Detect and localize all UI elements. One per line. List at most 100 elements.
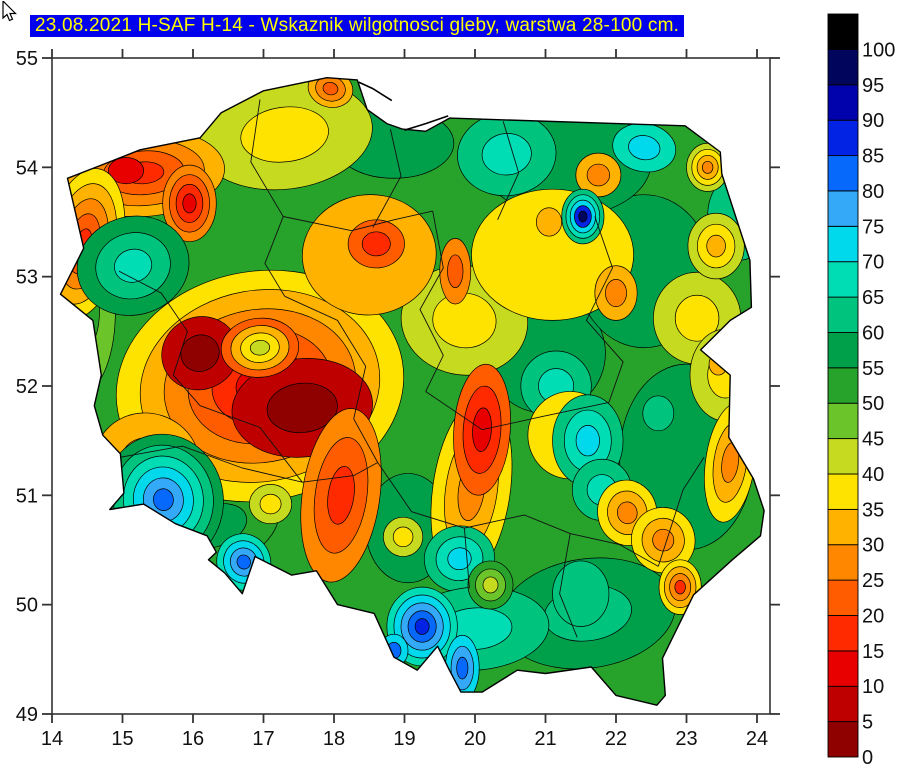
contour-blob-ne-orange-bullseye <box>702 160 714 174</box>
colorbar-tick-label: 75 <box>862 216 884 238</box>
contour-blob-se-orange-1 <box>617 501 638 525</box>
colorbar-segment <box>827 155 859 192</box>
colorbar-tick-label: 35 <box>862 499 884 521</box>
y-tick-label: 49 <box>16 704 38 726</box>
colorbar-segment <box>827 579 859 616</box>
colorbar-tick-label: 80 <box>862 181 884 203</box>
contour-blob-nw-coast-red-core <box>108 157 145 185</box>
contour-blob-east-yellow-2 <box>674 294 720 342</box>
colorbar-segment <box>827 261 859 298</box>
contour-blob-ne-teal-top <box>481 133 532 176</box>
colorbar-tick-label: 65 <box>862 287 884 309</box>
colorbar-segment <box>827 367 859 404</box>
contour-blob-east-cyan-patch <box>575 424 600 457</box>
x-tick-label: 15 <box>111 728 133 750</box>
contour-blob-dry-core-1 <box>266 382 338 433</box>
contour-blob-east-border-yellow <box>707 351 744 399</box>
contour-blob-island-in-dry <box>249 339 271 356</box>
colorbar-tick-label: 45 <box>862 429 884 451</box>
colorbar-tick-label: 40 <box>862 464 884 486</box>
colorbar-segment <box>827 119 859 157</box>
contour-blob-center-north-red <box>361 231 391 257</box>
axes: 14 15 16 17 18 19 20 21 22 23 24 49 50 51 52 53 54 55 <box>16 48 780 750</box>
contour-blob-silesia-teal <box>447 547 472 571</box>
coastal-spit-line <box>404 115 449 131</box>
colorbar-segment <box>827 721 859 758</box>
colorbar-tick-label: 20 <box>862 606 884 628</box>
contour-blob-klodzko-wet-bullseye <box>236 554 251 570</box>
colorbar-tick-label: 95 <box>862 75 884 97</box>
internal-borders <box>118 99 705 638</box>
y-tick-label: 53 <box>16 267 38 289</box>
contour-blob-east-teal-dot <box>642 395 675 432</box>
y-tick-label: 50 <box>16 595 38 617</box>
colorbar-segment <box>827 225 859 263</box>
contour-blob-east-orange-1 <box>605 279 627 308</box>
colorbar-tick-label: 85 <box>862 146 884 168</box>
colorbar: 0 5 10 15 20 25 30 35 40 45 50 55 60 65 70 75 80 85 90 95 10… <box>827 13 895 769</box>
colorbar-segment <box>827 84 859 121</box>
contour-blob-nw-yellow-top <box>240 106 329 163</box>
colorbar-segment <box>827 508 859 546</box>
colorbar-segment <box>827 650 859 687</box>
contour-blob-ne-orange-right <box>706 234 726 258</box>
contour-blob-silesia-yellow-dot <box>392 526 414 548</box>
contour-blob-center-red-dot <box>447 254 464 288</box>
colorbar-tick-label: 60 <box>862 322 884 344</box>
colorbar-segment <box>827 190 859 227</box>
colorbar-segment <box>827 402 859 440</box>
y-tick-label: 51 <box>16 485 38 507</box>
colorbar-tick-label: 50 <box>862 393 884 415</box>
contour-blob-ne-orange-2 <box>535 207 563 237</box>
contour-blob-north-center-yellow <box>432 292 497 349</box>
contour-blob-pomerania-red-spot <box>182 193 197 214</box>
contour-blob-dry-core-2 <box>180 334 220 372</box>
y-tick-label: 54 <box>16 157 38 179</box>
x-tick-label: 19 <box>393 728 415 750</box>
mouse-cursor-icon <box>2 1 17 22</box>
contour-blob-south-wet-bullseye <box>414 618 430 635</box>
colorbar-segment <box>827 438 859 475</box>
colorbar-segment <box>827 13 859 50</box>
colorbar-segment <box>827 615 859 652</box>
x-tick-label: 16 <box>182 728 204 750</box>
colorbar-tick-label: 100 <box>862 39 895 61</box>
contour-blob-red-extension-south <box>327 466 355 525</box>
contour-blob-ne-orange-1 <box>586 163 611 187</box>
x-tick-label: 17 <box>252 728 274 750</box>
contour-blob-ne-teal-corner <box>628 135 661 161</box>
colorbar-tick-label: 5 <box>862 712 873 734</box>
x-tick-label: 14 <box>41 728 63 750</box>
colorbar-tick-label: 15 <box>862 641 884 663</box>
y-tick-label: 55 <box>16 48 38 70</box>
contour-blob-hel-orange <box>322 81 339 96</box>
x-tick-label: 23 <box>675 728 697 750</box>
contour-blob-tatra-blue <box>456 656 469 680</box>
colorbar-segment <box>827 296 859 333</box>
colorbar-segment <box>827 685 859 723</box>
x-tick-label: 22 <box>605 728 627 750</box>
contour-fill-layer <box>60 77 765 706</box>
contour-blob-opole-yellow <box>259 493 282 515</box>
x-tick-label: 20 <box>464 728 486 750</box>
contour-blob-krakow-lime-bullseye <box>482 576 499 594</box>
colorbar-tick-label: 25 <box>862 570 884 592</box>
y-tick-label: 52 <box>16 376 38 398</box>
colorbar-segment <box>827 473 859 510</box>
colorbar-segment <box>827 544 859 581</box>
colorbar-tick-label: 55 <box>862 358 884 380</box>
x-tick-label: 21 <box>534 728 556 750</box>
colorbar-segment <box>827 48 859 86</box>
title-bar[interactable]: 23.08.2021 H-SAF H-14 - Wskaznik wilgotn… <box>30 15 685 37</box>
contour-blob-se-red-bullseye <box>674 579 686 595</box>
contour-blob-sw-wet-bullseye <box>153 488 174 511</box>
coastal-spit-line <box>358 81 393 102</box>
colorbar-tick-label: 70 <box>862 252 884 274</box>
colorbar-tick-label: 10 <box>862 676 884 698</box>
colorbar-tick-label: 0 <box>862 747 873 769</box>
x-tick-label: 18 <box>323 728 345 750</box>
colorbar-segment <box>827 331 859 369</box>
colorbar-tick-label: 30 <box>862 535 884 557</box>
